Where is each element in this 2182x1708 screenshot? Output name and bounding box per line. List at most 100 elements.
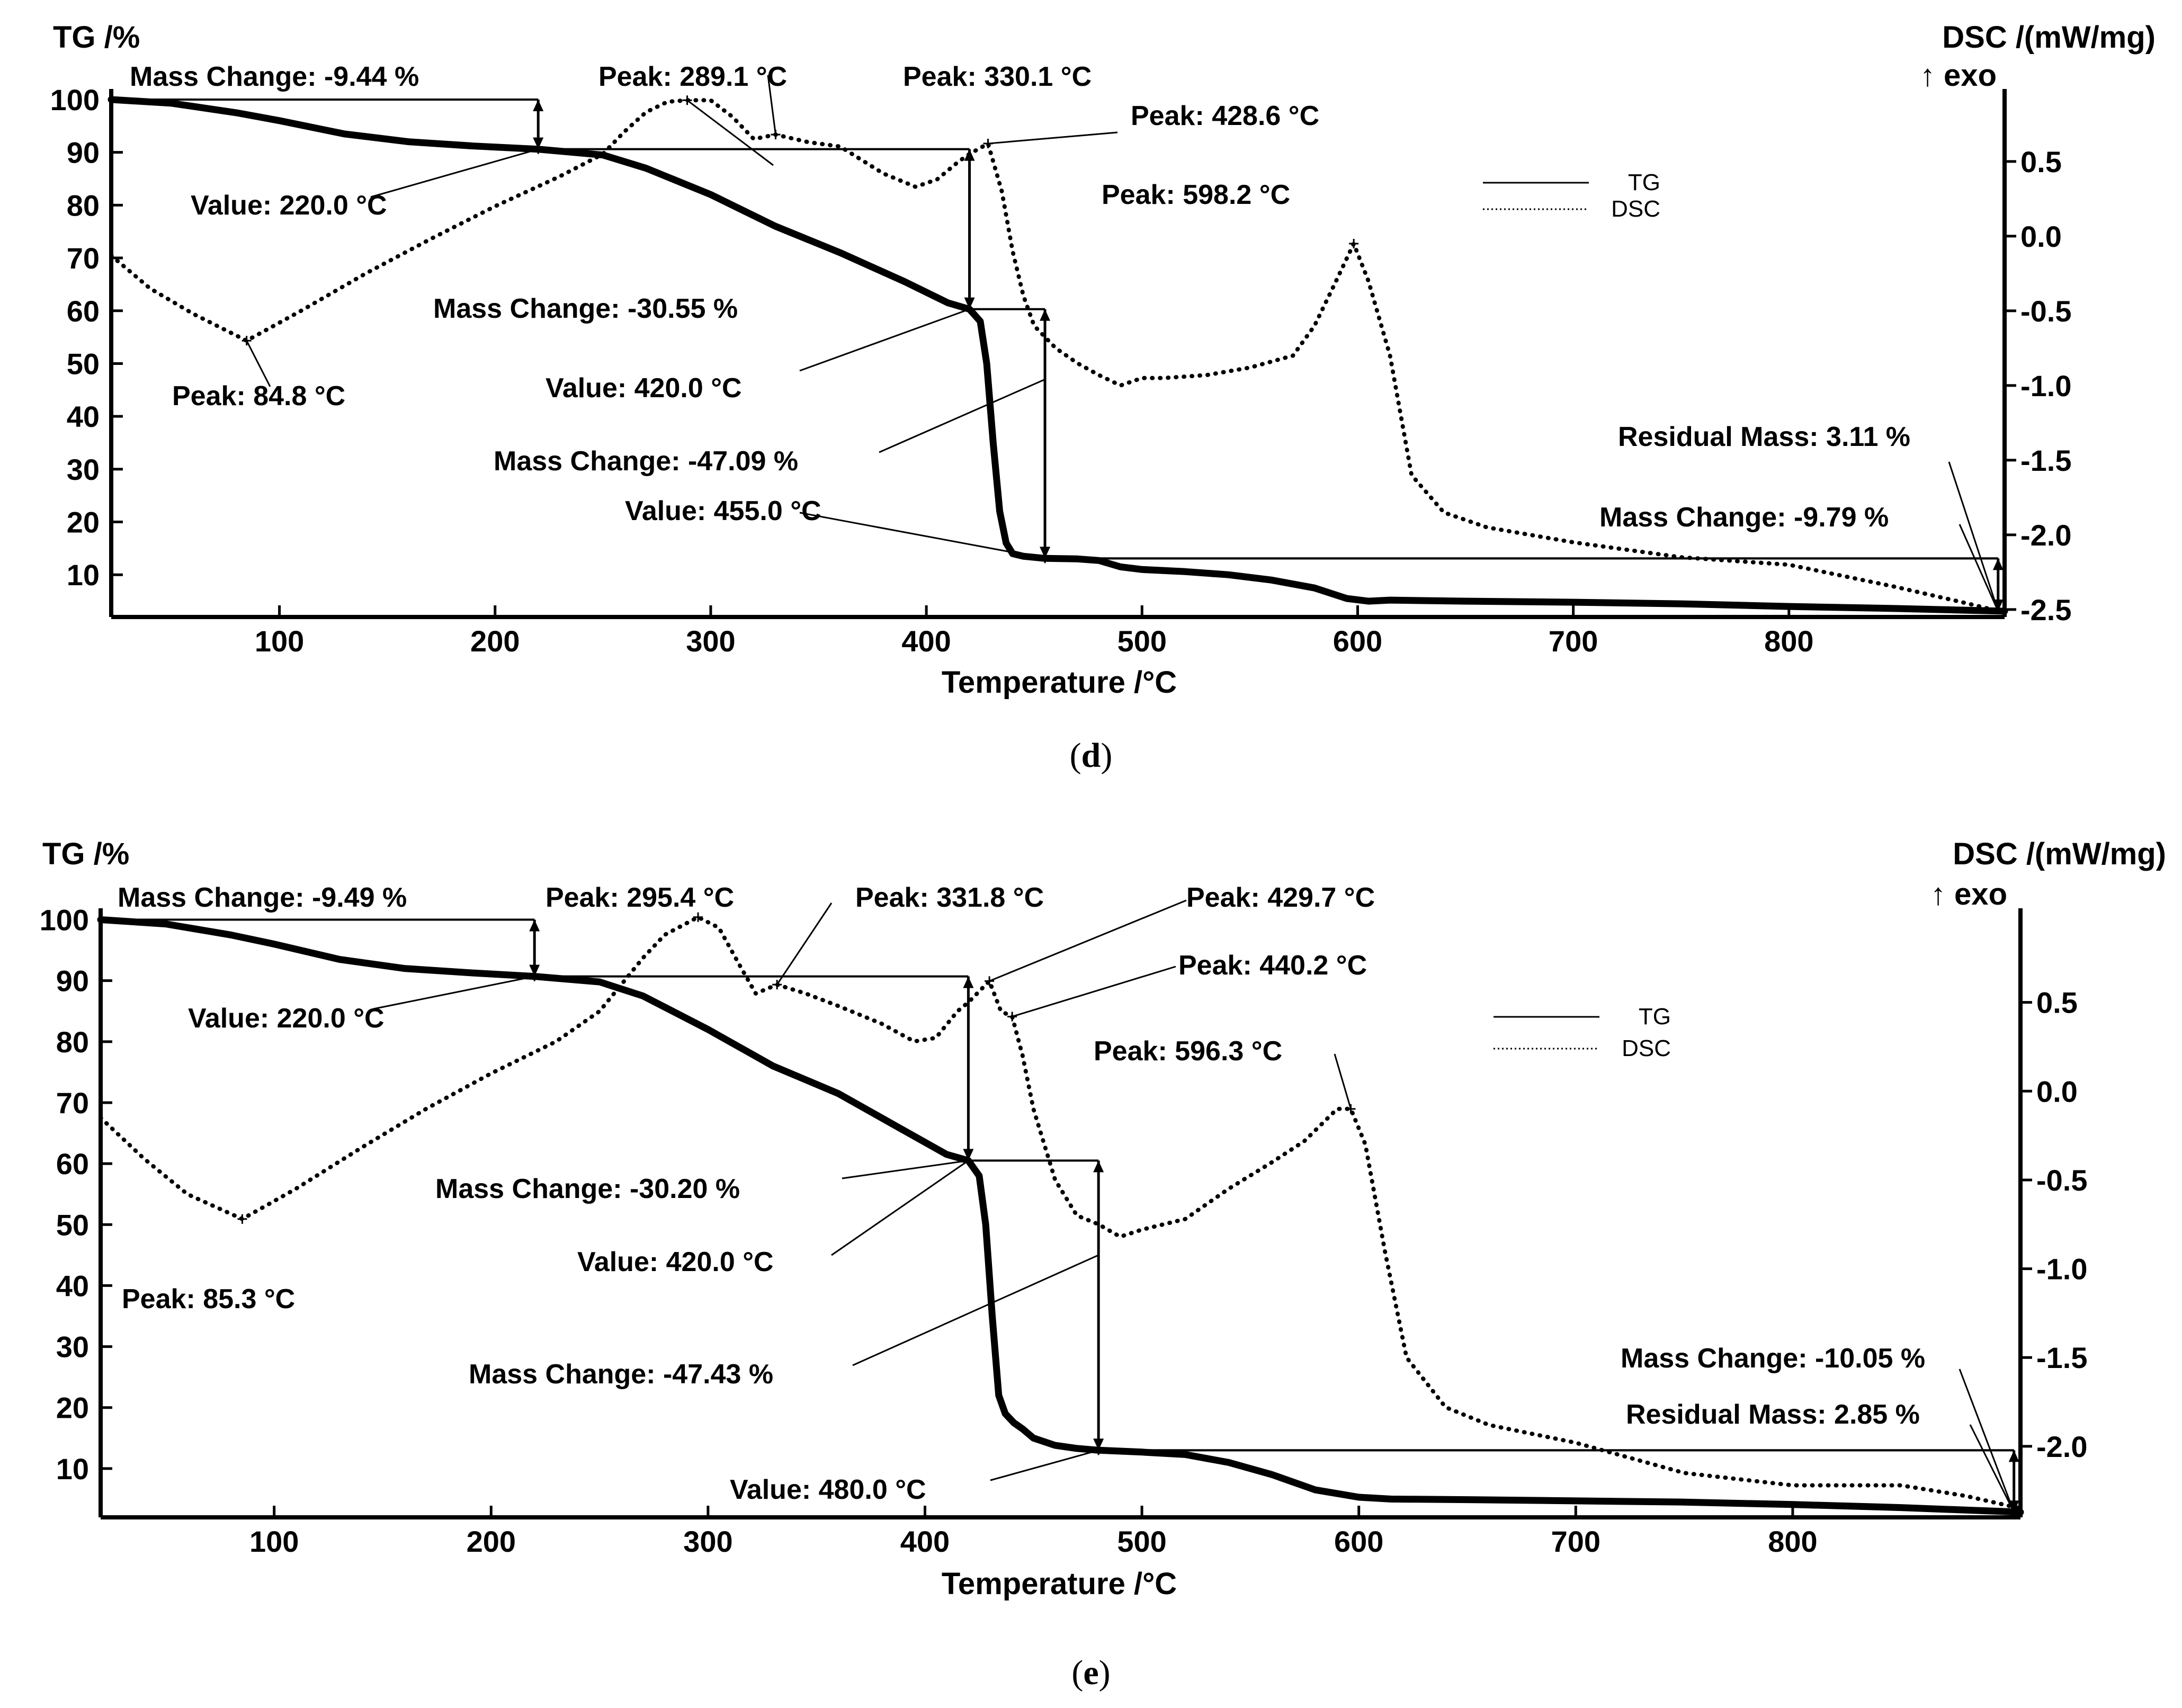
peak-marker [237,1214,247,1224]
peak-marker [1040,553,1050,564]
y-right-tick-label: -1.5 [2036,1341,2088,1374]
point-annotation-label: Peak: 84.8 °C [172,381,345,412]
step-arrow-head-up [1992,558,2004,570]
point-annotation-label: Value: 455.0 °C [625,496,821,526]
step-arrow-head-up [963,976,974,988]
annotation-leader-line [842,1159,969,1179]
y-right-tick-label: -2.0 [2036,1430,2088,1463]
y-left-tick-label: 60 [67,294,100,328]
y-right-tick-label: -0.5 [2036,1164,2088,1197]
tg-curve [97,916,2024,1516]
y-left-tick-label: 80 [67,189,100,222]
mass-change-label: Mass Change: -30.20 % [435,1174,740,1204]
annotation-leader-line [1959,524,1999,612]
point-annotation-label: Value: 220.0 °C [191,190,387,221]
x-tick-label: 100 [255,624,304,658]
point-annotation-label: Peak: 429.7 °C [1186,882,1375,913]
point-annotation-label: Peak: 85.3 °C [122,1284,295,1314]
peak-marker [771,130,781,140]
dsc-curve [109,98,2007,615]
annotation-leader-line [799,308,970,372]
x-tick-label: 400 [901,624,951,658]
exo-indicator: ↑ exo [1920,58,1997,93]
peak-marker [530,971,540,981]
x-tick-label: 600 [1333,624,1382,658]
y-left-tick-label: 90 [56,964,89,998]
annotation-leader-line [370,148,539,198]
annotation-leader-line [990,1449,1099,1481]
x-tick-label: 600 [1334,1525,1383,1558]
peak-marker [242,336,252,346]
y-left-tick-label: 40 [56,1269,89,1302]
legend-label-dsc: DSC [1622,1035,1671,1061]
y-right-axis-title: DSC /(mW/mg) [1953,837,2166,871]
x-axis-title: Temperature /°C [942,1567,1177,1601]
step-arrow-head-down [963,1149,974,1161]
x-tick-label: 300 [683,1525,732,1558]
peak-marker [533,144,543,154]
y-left-tick-label: 60 [56,1147,89,1181]
y-left-tick-label: 50 [67,347,100,380]
point-annotation-label: Peak: 440.2 °C [1178,950,1367,981]
y-right-tick-label: 0.0 [2020,220,2062,253]
y-left-tick-label: 70 [67,242,100,275]
x-axis-title: Temperature /°C [942,665,1177,700]
y-left-axis-title: TG /% [53,20,140,55]
mass-change-label: Mass Change: -10.05 % [1621,1343,1925,1374]
x-tick-label: 400 [900,1525,950,1558]
step-arrow-head-up [1093,1160,1104,1173]
mass-change-label: Mass Change: -9.49 % [118,882,407,913]
x-tick-label: 800 [1764,624,1813,658]
step-arrow-head-down [1040,547,1051,559]
y-left-tick-label: 30 [67,453,100,486]
y-left-tick-label: 10 [67,558,100,592]
y-right-tick-label: 0.5 [2020,145,2062,178]
y-right-tick-label: -1.5 [2020,444,2072,477]
point-annotation-label: Value: 420.0 °C [546,373,742,404]
point-annotation-label: Peak: 330.1 °C [903,61,1092,92]
point-annotation-label: Peak: 289.1 °C [598,61,787,92]
y-left-tick-label: 20 [67,506,100,539]
point-annotation-label: Value: 220.0 °C [188,1003,384,1034]
peak-marker [1349,239,1359,248]
annotation-leader-line [776,902,833,985]
y-right-tick-label: 0.0 [2036,1075,2078,1108]
peak-marker [963,1156,973,1166]
mass-change-label: Mass Change: -47.09 % [494,446,798,477]
dsc-curve [99,915,2023,1511]
y-left-tick-label: 100 [50,83,100,117]
step-arrow-head-down [529,964,540,977]
caption-d: (d) [1070,736,1113,775]
y-right-tick-label: -1.0 [2036,1253,2088,1286]
x-tick-label: 700 [1551,1525,1600,1558]
legend-label-tg: TG [1628,169,1660,195]
mass-change-label: Mass Change: -9.79 % [1599,502,1889,533]
y-left-tick-label: 10 [56,1452,89,1486]
y-left-tick-label: 100 [40,904,89,937]
chart-e: 100 200 300 400 500 600 700 800 10 20 30 40 50 60 70 80… [40,837,2166,1601]
y-right-tick-label: -2.5 [2020,593,2072,627]
point-annotation-label: Value: 480.0 °C [730,1474,926,1505]
point-annotation-label: Peak: 295.4 °C [546,882,734,913]
y-left-tick-label: 40 [67,400,100,433]
point-annotation-label: Peak: 428.6 °C [1131,101,1319,131]
point-annotation-label: Residual Mass: 2.85 % [1626,1399,1920,1430]
y-left-tick-label: 80 [56,1025,89,1059]
peak-marker [985,976,995,986]
peak-marker [772,980,782,990]
annotation-leader-line [1012,965,1176,1017]
annotation-leader-line [879,378,1045,453]
legend-label-dsc: DSC [1611,196,1660,222]
point-annotation-label: Peak: 598.2 °C [1102,180,1290,210]
y-right-tick-label: -1.0 [2020,369,2072,403]
y-right-axis-title: DSC /(mW/mg) [1942,20,2156,55]
annotation-leader-line [686,100,774,166]
step-arrow-head-up [533,99,544,111]
annotation-leader-line [831,1160,969,1256]
annotation-leader-line [1969,1424,2015,1513]
mass-change-label: Mass Change: -9.44 % [130,61,419,92]
step-arrow-head-up [529,919,540,932]
peak-marker [1007,1012,1017,1022]
y-left-tick-label: 70 [56,1086,89,1120]
